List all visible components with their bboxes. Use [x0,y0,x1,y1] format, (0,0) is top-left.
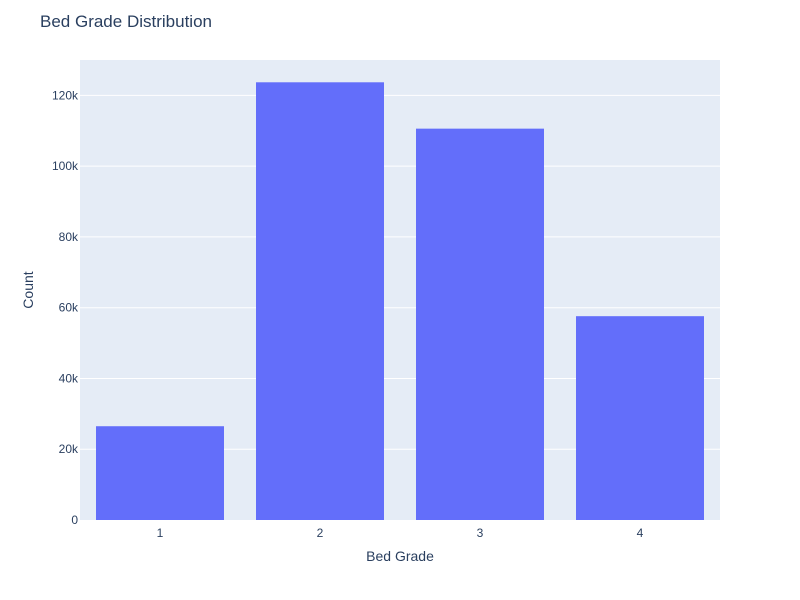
x-axis-title: Bed Grade [366,548,434,564]
x-tick-label: 3 [477,526,484,540]
chart-title: Bed Grade Distribution [40,12,212,31]
x-tick-label: 2 [317,526,324,540]
x-tick-label: 1 [157,526,164,540]
y-tick-label: 80k [59,230,79,244]
y-tick-label: 40k [59,371,79,385]
x-axis-ticks: 1 2 3 4 [157,526,644,540]
y-tick-label: 20k [59,442,79,456]
bars [96,82,704,521]
y-tick-label: 100k [52,159,79,173]
x-tick-label: 4 [637,526,644,540]
y-axis-title: Count [20,271,36,308]
y-tick-label: 120k [52,88,79,102]
y-tick-label: 0 [71,513,78,527]
bar-grade-1[interactable] [96,426,224,520]
y-tick-label: 60k [59,301,79,315]
bar-grade-4[interactable] [576,316,704,520]
bar-grade-2[interactable] [256,82,384,521]
bar-grade-3[interactable] [416,128,544,520]
y-axis-ticks: 0 20k 40k 60k 80k 100k 120k [52,88,79,527]
